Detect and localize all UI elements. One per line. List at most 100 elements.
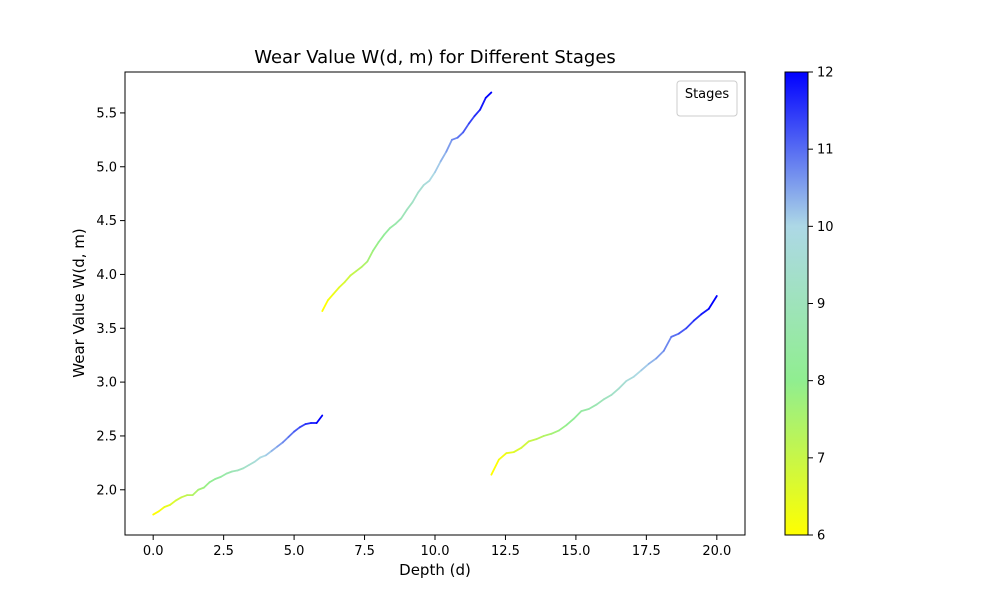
series-2-segment	[366, 249, 374, 263]
legend-title: Stages	[685, 87, 730, 102]
series-2-segment	[417, 184, 425, 194]
series-1-segment	[293, 426, 301, 433]
y-axis-label: Wear Value W(d, m)	[70, 228, 88, 377]
series-1-segment	[287, 430, 295, 438]
series-3-segment	[707, 295, 718, 310]
series-1-segment	[174, 496, 183, 502]
series-3-segment	[512, 446, 523, 453]
series-1-segment	[157, 506, 166, 513]
series-3-segment	[625, 375, 635, 382]
colorbar-tick-label: 6	[817, 529, 825, 544]
series-1-segment	[219, 472, 228, 478]
series-2-segment	[445, 138, 453, 153]
series-2-segment	[321, 299, 329, 312]
series-1-segment	[270, 445, 279, 452]
series-2-segment	[462, 122, 470, 134]
series-line-2	[321, 91, 493, 312]
colorbar-tick-label: 7	[817, 451, 825, 466]
colorbar-ticks: 6 7 8 9 10 11 12	[808, 66, 834, 544]
series-2-segment	[383, 227, 391, 236]
series-2-segment	[428, 171, 436, 182]
series-1-segment	[180, 494, 188, 499]
series-2-segment	[327, 292, 335, 302]
legend-box	[676, 80, 738, 117]
series-3-segment	[617, 380, 628, 390]
series-1-segment	[163, 503, 171, 508]
x-tick-label: 2.5	[213, 544, 234, 559]
x-tick-label: 7.5	[354, 544, 375, 559]
series-1-segment	[281, 436, 290, 444]
x-tick-label: 20.0	[702, 544, 731, 559]
series-2-segment	[411, 191, 419, 204]
series-2-segment	[377, 233, 386, 244]
series-2-segment	[389, 222, 397, 230]
series-1-segment	[169, 499, 177, 506]
series-line-1	[152, 414, 324, 516]
series-2-segment	[451, 136, 459, 141]
x-tick-label: 17.5	[632, 544, 661, 559]
series-1-segment	[203, 481, 211, 489]
colorbar-gradient	[784, 71, 809, 536]
series-3-segment	[542, 432, 553, 437]
y-tick-label: 3.0	[96, 376, 117, 391]
y-tick-label: 4.0	[96, 268, 117, 283]
series-3-segment	[490, 458, 500, 476]
series-3-segment	[670, 332, 680, 338]
x-tick-label: 0.0	[143, 544, 164, 559]
series-3-segment	[565, 417, 575, 427]
series-2-segment	[360, 260, 369, 268]
x-tick-label: 15.0	[561, 544, 590, 559]
series-2-segment	[405, 201, 414, 211]
x-tick-label: 12.5	[491, 544, 520, 559]
series-3-segment	[647, 357, 658, 365]
series-2-segment	[332, 286, 341, 295]
series-1-segment	[265, 450, 273, 457]
series-3-segment	[535, 435, 545, 441]
series-3-segment	[610, 387, 620, 396]
series-1-segment	[304, 422, 312, 425]
series-3-segment	[505, 451, 515, 455]
series-3-segment	[520, 440, 530, 449]
series-3-segment	[497, 452, 508, 461]
series-1-segment	[225, 470, 233, 475]
series-1-segment	[152, 510, 160, 516]
series-2-segment	[467, 115, 476, 125]
series-1-segment	[248, 460, 256, 466]
colorbar-tick-label: 11	[817, 143, 834, 158]
legend: Stages	[676, 80, 738, 117]
series-1-segment	[242, 464, 250, 470]
series-3-segment	[662, 335, 673, 352]
series-2-segment	[439, 150, 448, 163]
series-3-segment	[550, 429, 560, 435]
y-tick-label: 2.5	[96, 429, 117, 444]
x-axis-label: Depth (d)	[399, 561, 471, 579]
y-axis-ticks: 2.0 2.5 3.0 3.5 4.0 4.5 5.0 5.5	[96, 106, 125, 498]
series-2-segment	[355, 265, 363, 273]
series-3-segment	[677, 327, 688, 335]
series-3-segment	[580, 408, 590, 413]
series-1-segment	[259, 454, 267, 459]
series-2-segment	[473, 108, 481, 118]
y-tick-label: 3.5	[96, 322, 117, 337]
series-3-segment	[572, 410, 583, 420]
series-1-segment	[191, 488, 200, 497]
series-1-segment	[214, 475, 222, 480]
series-2-segment	[372, 241, 380, 252]
x-axis-ticks: 0.0 2.5 5.0 7.5 10.0 12.5 15.0 17.5 20.0	[143, 535, 731, 559]
y-tick-label: 2.0	[96, 483, 117, 498]
series-1-segment	[298, 423, 307, 429]
x-tick-label: 10.0	[421, 544, 450, 559]
series-2-segment	[349, 270, 357, 277]
series-3-segment	[602, 394, 613, 401]
y-tick-label: 5.5	[96, 106, 117, 121]
y-tick-label: 5.0	[96, 160, 117, 175]
series-3-segment	[700, 307, 710, 316]
series-2-segment	[338, 281, 346, 289]
colorbar: 6 7 8 9 10 11 12	[784, 66, 834, 544]
series-3-segment	[692, 313, 703, 322]
chart-title: Wear Value W(d, m) for Different Stages	[254, 47, 616, 68]
colorbar-tick-label: 9	[817, 297, 825, 312]
colorbar-tick-label: 8	[817, 374, 825, 389]
